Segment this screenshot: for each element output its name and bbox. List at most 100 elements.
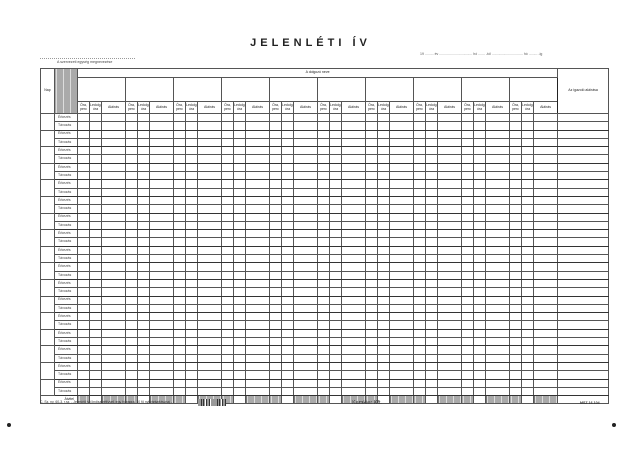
worked-hours-cell[interactable] bbox=[521, 195, 534, 206]
worked-hours-cell[interactable] bbox=[89, 162, 102, 173]
signature-cell[interactable] bbox=[197, 295, 222, 305]
worked-hours-cell[interactable] bbox=[521, 320, 534, 330]
signature-cell[interactable] bbox=[485, 312, 510, 322]
signature-cell[interactable] bbox=[341, 262, 366, 272]
signature-cell[interactable] bbox=[485, 270, 510, 280]
signature-cell[interactable] bbox=[293, 386, 318, 397]
worked-hours-cell[interactable] bbox=[473, 295, 486, 305]
signature-cell[interactable] bbox=[437, 229, 462, 239]
day-cell[interactable] bbox=[40, 146, 55, 164]
worked-hours-cell[interactable] bbox=[377, 171, 390, 181]
worked-hours-cell[interactable] bbox=[281, 245, 294, 256]
signature-cell[interactable] bbox=[197, 262, 222, 272]
worked-hours-cell[interactable] bbox=[377, 336, 390, 347]
time-cell[interactable] bbox=[173, 386, 186, 397]
worked-hours-cell[interactable] bbox=[233, 171, 246, 181]
worked-hours-cell[interactable] bbox=[137, 137, 150, 148]
verifier-signature-cell[interactable] bbox=[557, 270, 610, 280]
time-cell[interactable] bbox=[269, 386, 282, 397]
worked-hours-total-cell[interactable] bbox=[521, 395, 534, 405]
worked-hours-cell[interactable] bbox=[521, 262, 534, 272]
worked-hours-cell[interactable] bbox=[185, 204, 198, 214]
worked-hours-cell[interactable] bbox=[233, 270, 246, 280]
time-cell[interactable] bbox=[125, 295, 138, 305]
signature-cell[interactable] bbox=[197, 162, 222, 173]
signature-cell[interactable] bbox=[437, 312, 462, 322]
verifier-signature-cell[interactable] bbox=[557, 229, 610, 239]
signature-cell[interactable] bbox=[245, 195, 270, 206]
worked-hours-cell[interactable] bbox=[521, 171, 534, 181]
signature-cell[interactable] bbox=[485, 378, 510, 388]
time-cell[interactable] bbox=[413, 378, 426, 388]
verifier-signature-cell[interactable] bbox=[557, 370, 610, 380]
signature-cell[interactable] bbox=[197, 336, 222, 347]
worked-hours-cell[interactable] bbox=[137, 162, 150, 173]
worked-hours-cell[interactable] bbox=[137, 278, 150, 289]
worked-hours-cell[interactable] bbox=[281, 370, 294, 380]
signature-cell[interactable] bbox=[532, 303, 559, 314]
worked-hours-cell[interactable] bbox=[281, 295, 294, 305]
time-cell[interactable] bbox=[125, 154, 138, 164]
time-cell[interactable] bbox=[317, 220, 330, 231]
time-cell[interactable] bbox=[125, 270, 138, 280]
worked-hours-cell[interactable] bbox=[281, 270, 294, 280]
worked-hours-cell[interactable] bbox=[377, 137, 390, 148]
worked-hours-cell[interactable] bbox=[329, 353, 342, 363]
signature-cell[interactable] bbox=[437, 204, 462, 214]
time-cell[interactable] bbox=[317, 137, 330, 148]
signature-cell[interactable] bbox=[293, 204, 318, 214]
signature-cell[interactable] bbox=[149, 370, 174, 380]
time-cell[interactable] bbox=[173, 171, 186, 181]
worked-hours-total-cell[interactable] bbox=[185, 395, 198, 405]
signature-cell[interactable] bbox=[197, 245, 222, 256]
worked-hours-cell[interactable] bbox=[233, 345, 246, 355]
time-cell[interactable] bbox=[173, 254, 186, 264]
time-cell[interactable] bbox=[509, 204, 522, 214]
signature-cell[interactable] bbox=[389, 254, 414, 264]
signature-cell[interactable] bbox=[389, 154, 414, 164]
signature-cell[interactable] bbox=[389, 303, 414, 314]
signature-cell[interactable] bbox=[485, 146, 510, 156]
signature-cell[interactable] bbox=[389, 245, 414, 256]
worked-hours-cell[interactable] bbox=[377, 328, 390, 339]
worked-hours-cell[interactable] bbox=[425, 312, 438, 322]
signature-cell[interactable] bbox=[293, 312, 318, 322]
signature-cell[interactable] bbox=[341, 195, 366, 206]
time-cell[interactable] bbox=[221, 254, 234, 264]
time-cell[interactable] bbox=[509, 129, 522, 139]
verifier-signature-cell[interactable] bbox=[557, 245, 610, 256]
worked-hours-cell[interactable] bbox=[137, 320, 150, 330]
time-cell[interactable] bbox=[221, 270, 234, 280]
time-cell[interactable] bbox=[77, 303, 90, 314]
worked-hours-cell[interactable] bbox=[137, 345, 150, 355]
time-cell[interactable] bbox=[365, 212, 378, 222]
signature-cell[interactable] bbox=[532, 320, 559, 330]
worked-hours-cell[interactable] bbox=[377, 345, 390, 355]
worked-hours-cell[interactable] bbox=[473, 187, 486, 197]
signature-cell[interactable] bbox=[437, 295, 462, 305]
worked-hours-cell[interactable] bbox=[281, 121, 294, 131]
worked-hours-cell[interactable] bbox=[185, 312, 198, 322]
signature-cell[interactable] bbox=[341, 146, 366, 156]
time-cell[interactable] bbox=[269, 212, 282, 222]
time-cell[interactable] bbox=[125, 195, 138, 206]
time-cell[interactable] bbox=[221, 195, 234, 206]
worked-hours-cell[interactable] bbox=[329, 162, 342, 173]
worked-hours-cell[interactable] bbox=[89, 212, 102, 222]
signature-cell[interactable] bbox=[293, 121, 318, 131]
signature-cell[interactable] bbox=[389, 179, 414, 189]
worked-hours-cell[interactable] bbox=[329, 129, 342, 139]
signature-cell[interactable] bbox=[532, 229, 559, 239]
time-cell[interactable] bbox=[221, 146, 234, 156]
verifier-signature-cell[interactable] bbox=[557, 312, 610, 322]
signature-cell[interactable] bbox=[485, 287, 510, 297]
employee-name-field[interactable] bbox=[269, 77, 318, 102]
verifier-signature-cell[interactable] bbox=[557, 361, 610, 372]
signature-cell[interactable] bbox=[293, 353, 318, 363]
day-cell[interactable] bbox=[40, 195, 55, 214]
time-cell[interactable] bbox=[269, 370, 282, 380]
worked-hours-cell[interactable] bbox=[137, 303, 150, 314]
signature-cell[interactable] bbox=[293, 303, 318, 314]
signature-cell[interactable] bbox=[197, 287, 222, 297]
worked-hours-cell[interactable] bbox=[425, 303, 438, 314]
